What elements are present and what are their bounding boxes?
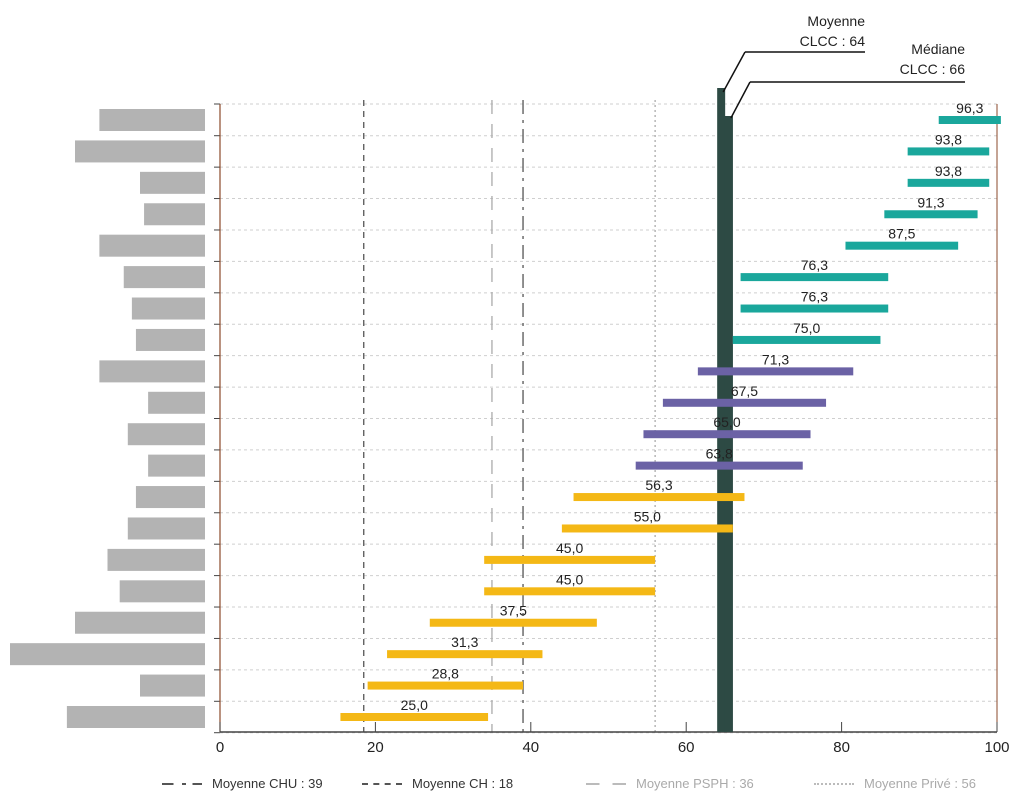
range-bar [740, 273, 889, 282]
marker-leader [730, 81, 751, 119]
side-bar [99, 109, 205, 131]
range-bar [573, 493, 745, 502]
legend-label-chu: Moyenne CHU : 39 [212, 776, 323, 791]
range-bar [340, 713, 489, 721]
range-bar-label: 87,5 [888, 226, 915, 242]
x-tick-label: 0 [216, 739, 224, 756]
side-bar [140, 674, 205, 697]
range-bar-label: 71,3 [762, 351, 789, 367]
side-bar [127, 517, 205, 540]
range-bar [907, 147, 990, 156]
side-bar [10, 643, 205, 666]
legend-swatch-psph [586, 782, 626, 785]
range-bar [484, 555, 656, 564]
legend-item-psph: Moyenne PSPH : 36 [586, 776, 754, 791]
side-bar [123, 266, 205, 289]
side-bar [127, 423, 205, 446]
range-bar [561, 524, 733, 533]
range-bar-label: 93,8 [935, 131, 962, 147]
marker-leader [722, 51, 746, 93]
x-tick-label: 60 [678, 739, 695, 756]
marker-label: CLCC : 66 [900, 61, 966, 77]
range-bar-label: 76,3 [801, 257, 828, 273]
x-tick-label: 100 [984, 739, 1009, 756]
side-bar [131, 297, 205, 320]
legend-item-prive: Moyenne Privé : 56 [814, 776, 976, 791]
legend-item-chu: Moyenne CHU : 39 [162, 776, 323, 791]
range-bar [907, 178, 990, 187]
range-bar [845, 241, 959, 250]
marker-label: Médiane [911, 41, 965, 57]
range-bar-label: 63,8 [706, 446, 733, 462]
side-bar [99, 360, 205, 383]
range-bar-label: 67,5 [731, 383, 758, 399]
side-bar [148, 454, 205, 477]
range-bar-label: 37,5 [500, 603, 527, 619]
range-bar-label: 76,3 [801, 289, 828, 305]
side-bar [75, 140, 205, 163]
legend-swatch-prive [814, 782, 854, 785]
side-bar [99, 234, 205, 257]
range-bar-label: 65,0 [713, 414, 740, 430]
range-bar [884, 210, 978, 219]
range-bar [697, 367, 854, 376]
clcc-marker-0 [717, 88, 726, 732]
range-bar-label: 55,0 [634, 508, 661, 524]
range-bar-label: 96,3 [956, 100, 983, 116]
range-bar [484, 587, 656, 596]
side-bar [119, 580, 205, 603]
legend: Moyenne CHU : 39 Moyenne CH : 18 Moyenne… [150, 776, 1010, 798]
clcc-marker-1 [724, 116, 733, 732]
legend-swatch-chu [162, 782, 202, 785]
side-bar [107, 548, 205, 571]
legend-label-prive: Moyenne Privé : 56 [864, 776, 977, 791]
range-bar-label: 25,0 [401, 697, 428, 713]
range-bar [732, 335, 881, 344]
range-bar [429, 618, 597, 627]
range-bar-label: 75,0 [793, 320, 820, 336]
range-bar [643, 430, 811, 439]
legend-item-ch: Moyenne CH : 18 [362, 776, 513, 791]
legend-swatch-ch [362, 782, 402, 785]
range-bar-label: 31,3 [451, 634, 478, 650]
range-bar-label: 28,8 [432, 666, 459, 682]
legend-label-ch: Moyenne CH : 18 [412, 776, 514, 791]
range-bar-label: 91,3 [917, 194, 944, 210]
side-bar [135, 486, 205, 509]
range-bar-label: 45,0 [556, 571, 583, 587]
side-bar [148, 391, 205, 414]
side-bar [140, 171, 205, 194]
side-bar [75, 611, 205, 634]
x-tick-label: 40 [522, 739, 539, 756]
marker-label: Moyenne [807, 13, 865, 29]
range-bar-label: 45,0 [556, 540, 583, 556]
x-tick-label: 80 [833, 739, 850, 756]
side-bar [66, 706, 205, 728]
legend-label-psph: Moyenne PSPH : 36 [636, 776, 754, 791]
x-tick-label: 20 [367, 739, 384, 756]
range-bar [367, 681, 524, 690]
side-bar [135, 328, 205, 351]
range-bar-label: 56,3 [645, 477, 672, 493]
side-bar [144, 203, 205, 226]
range-bar [387, 650, 543, 659]
range-bar [740, 304, 889, 313]
range-bar [635, 461, 803, 470]
range-bar [938, 116, 1001, 124]
marker-label: CLCC : 64 [800, 33, 866, 49]
range-bar [662, 398, 827, 407]
range-bar-label: 93,8 [935, 163, 962, 179]
